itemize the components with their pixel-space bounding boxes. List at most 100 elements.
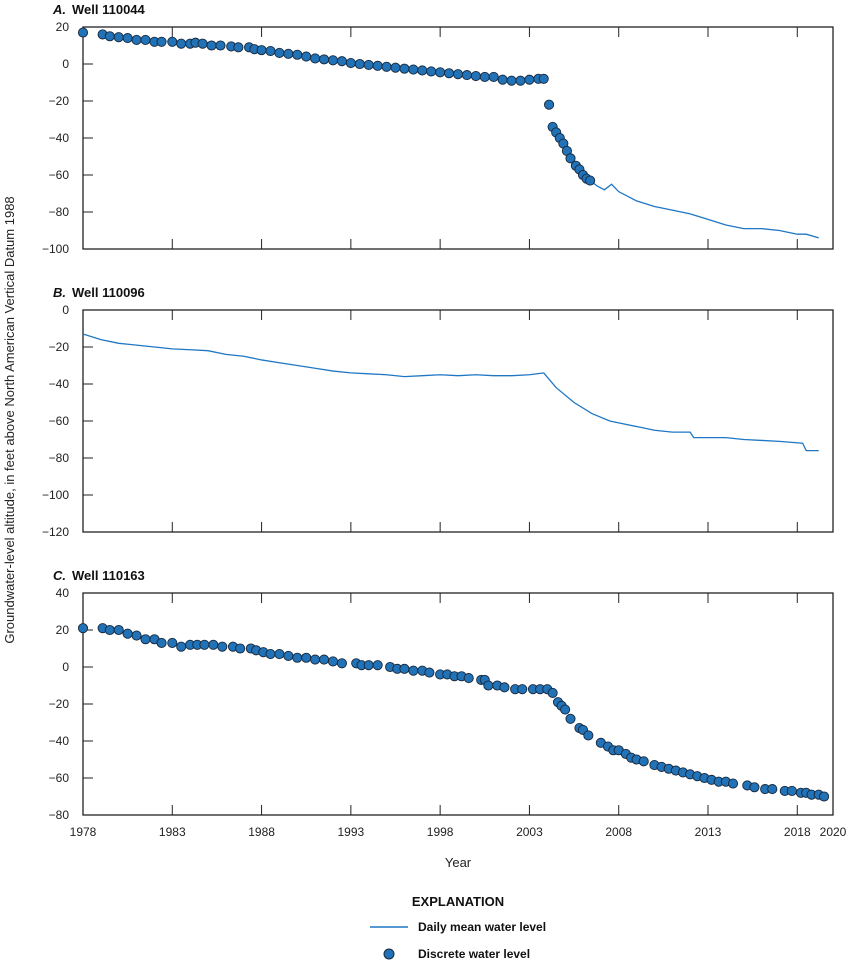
legend-title: EXPLANATION (412, 894, 504, 909)
discrete-water-level-point (292, 652, 303, 663)
discrete-water-level-point (104, 624, 115, 636)
y-tick-label: 20 (56, 623, 70, 637)
discrete-water-level-point (122, 33, 133, 44)
y-tick-label: −40 (49, 131, 70, 145)
discrete-water-level-point (452, 69, 464, 80)
legend-point-swatch (383, 948, 395, 960)
discrete-water-level-point (140, 634, 151, 645)
panel-title: A. Well 110044 (52, 2, 146, 17)
legend-point-label: Discrete water level (418, 947, 530, 961)
discrete-water-level-point (122, 628, 133, 639)
discrete-water-level-point (363, 660, 374, 671)
legend: EXPLANATION Daily mean water level Discr… (370, 894, 546, 961)
discrete-water-level-point (424, 667, 435, 678)
legend-line-label: Daily mean water level (418, 920, 546, 934)
x-tick-label: 1983 (159, 825, 186, 839)
plot-frame (82, 26, 834, 250)
discrete-water-level-point (479, 71, 490, 82)
y-tick-label: −100 (42, 488, 69, 502)
panel-title: B. Well 110096 (53, 285, 145, 300)
x-tick-label: 2003 (516, 825, 543, 839)
discrete-water-level-point (292, 49, 303, 60)
x-tick-label: 2008 (605, 825, 632, 839)
panel-letter: A. (52, 2, 66, 17)
discrete-water-level-point (585, 175, 596, 186)
discrete-water-level-point (206, 40, 217, 51)
discrete-water-level-point (506, 75, 517, 86)
discrete-water-level-point (256, 45, 267, 56)
discrete-water-level-point (336, 56, 347, 67)
y-tick-label: −100 (42, 242, 69, 256)
discrete-water-level-point (104, 31, 115, 42)
discrete-water-level-point (638, 756, 649, 767)
discrete-water-level-point (372, 60, 383, 71)
discrete-water-level-point (399, 63, 410, 74)
discrete-water-level-point (208, 639, 219, 650)
discrete-water-level-point (426, 66, 437, 77)
y-tick-label: −40 (49, 734, 70, 748)
y-tick-label: −60 (49, 414, 70, 428)
discrete-water-level-point (176, 38, 187, 49)
discrete-water-level-point (233, 42, 244, 53)
discrete-water-level-point (565, 153, 576, 164)
discrete-water-level-point (544, 99, 555, 110)
discrete-water-level-point (786, 785, 797, 797)
discrete-water-level-point (301, 51, 312, 62)
discrete-water-level-point (565, 713, 576, 724)
discrete-water-level-point (215, 40, 226, 51)
y-tick-label: −80 (49, 205, 70, 219)
daily-mean-water-level-line (589, 180, 819, 239)
discrete-water-level-point (197, 38, 208, 49)
discrete-water-level-point (390, 62, 401, 73)
discrete-water-level-point (283, 48, 294, 59)
discrete-water-level-point (274, 649, 285, 660)
discrete-water-level-point (488, 71, 499, 82)
discrete-water-level-point (463, 673, 474, 684)
x-axis-label: Year (445, 855, 472, 870)
discrete-water-level-point (345, 58, 356, 69)
y-tick-label: −20 (49, 340, 70, 354)
discrete-water-level-point (319, 654, 330, 665)
discrete-water-level-point (767, 784, 778, 795)
y-tick-label: 20 (56, 20, 70, 34)
discrete-water-level-point (547, 687, 558, 698)
discrete-water-level-point (444, 68, 455, 79)
discrete-water-level-point (515, 75, 526, 86)
discrete-water-level-point (517, 684, 528, 695)
discrete-water-level-point (327, 55, 339, 66)
discrete-water-level-point (319, 54, 330, 65)
discrete-water-level-point (199, 639, 210, 650)
y-tick-label: −20 (49, 697, 70, 711)
discrete-water-level-point (310, 654, 321, 665)
y-tick-label: −60 (49, 168, 70, 182)
panel-well-name: Well 110044 (72, 2, 146, 17)
discrete-water-level-point (538, 73, 549, 84)
discrete-water-level-point (435, 67, 446, 78)
y-tick-label: 0 (62, 303, 69, 317)
x-tick-label: 2020 (820, 825, 847, 839)
discrete-water-level-point (354, 58, 365, 70)
discrete-water-level-point (363, 59, 374, 70)
panel-title: C. Well 110163 (53, 568, 145, 583)
discrete-water-level-point (156, 637, 167, 649)
discrete-water-level-point (417, 65, 428, 76)
discrete-water-level-point (265, 46, 276, 57)
x-tick-label: 2018 (784, 825, 811, 839)
x-tick-label: 2013 (695, 825, 722, 839)
discrete-water-level-point (408, 64, 419, 75)
discrete-water-level-point (727, 778, 739, 789)
y-tick-label: −40 (49, 377, 70, 391)
discrete-water-level-point (156, 36, 167, 47)
discrete-water-level-point (113, 32, 124, 43)
y-tick-label: −80 (49, 808, 70, 822)
panel-letter: C. (53, 568, 66, 583)
discrete-water-level-point (483, 680, 494, 691)
x-tick-label: 1998 (427, 825, 454, 839)
x-tick-label: 1993 (338, 825, 365, 839)
panel-well-name: Well 110163 (72, 568, 145, 583)
discrete-water-level-point (408, 665, 419, 676)
discrete-water-level-point (461, 70, 472, 81)
